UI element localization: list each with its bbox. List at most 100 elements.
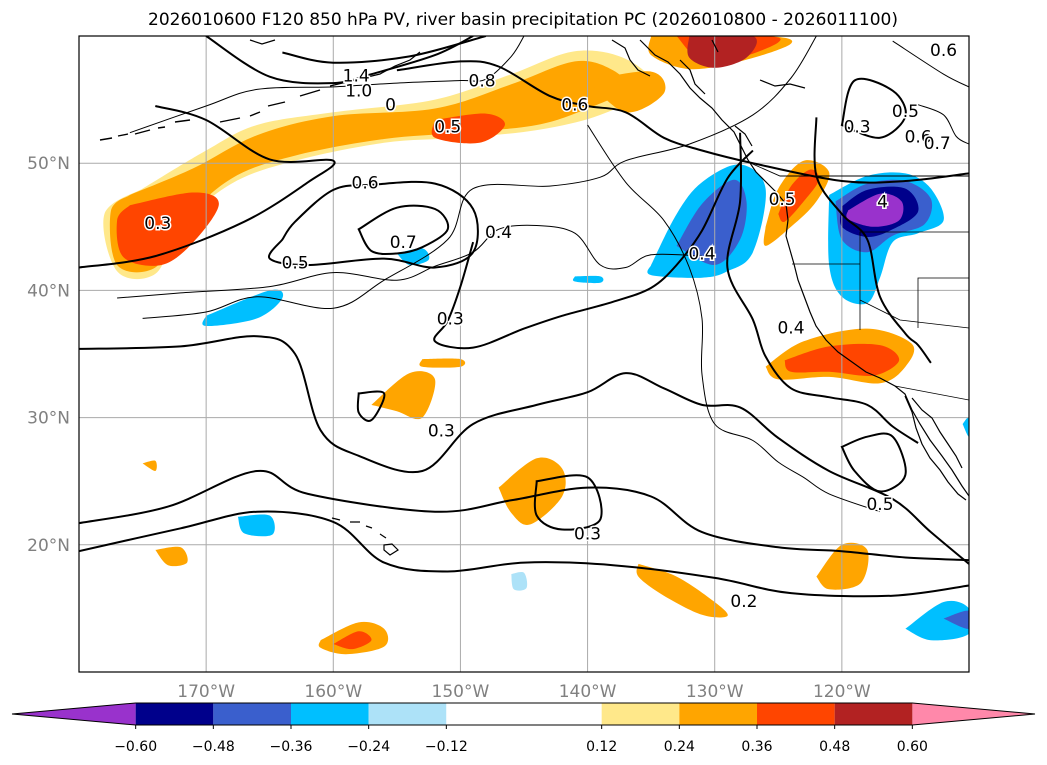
pv-contour-line	[117, 224, 703, 299]
pv-contour-label: 0.3	[144, 214, 171, 234]
pv-contour-label: 0	[385, 96, 396, 116]
map-frame	[78, 35, 970, 673]
colorbar-segment	[135, 703, 214, 725]
pv-contour-labels: 0.30.60.70.50.40.30.30.30.60.50.81.01.40…	[143, 39, 959, 613]
lat-tick-label: 50°N	[27, 154, 70, 174]
pv-contour-label: 0.6	[905, 127, 932, 147]
pv-contour-label: 0.6	[930, 41, 957, 61]
pv-contour-label: 0.3	[428, 421, 455, 441]
pv-contour-label: 0.3	[574, 524, 601, 544]
border-states	[792, 231, 969, 401]
pv-contour-label: 1.0	[345, 82, 372, 102]
lon-tick-label: 120°W	[813, 682, 871, 702]
pv-contour-label: 0.2	[730, 592, 757, 612]
precip-fill-region	[587, 71, 666, 113]
border-canada-us	[747, 161, 969, 177]
colorbar-segment	[757, 703, 835, 725]
colorbar-tick-label: 0.36	[741, 739, 772, 755]
colorbar-segment	[446, 703, 602, 725]
pv-contour-line	[142, 36, 817, 319]
pv-contour-line	[813, 117, 932, 364]
colorbar-tick-label: −0.36	[270, 739, 313, 755]
pv-contour-line	[433, 149, 754, 350]
pv-contour-line	[79, 510, 969, 598]
pv-contour-label: 0.4	[688, 245, 715, 265]
lon-tick-label: 150°W	[432, 682, 490, 702]
precip-fill-region	[636, 563, 728, 618]
colorbar-tick-label: 0.12	[586, 739, 617, 755]
lon-tick-label: 170°W	[177, 682, 235, 702]
pv-contour-line	[840, 77, 907, 139]
colorbar-tick-label: 0.60	[897, 739, 928, 755]
pv-contour-label: 0.3	[844, 117, 871, 137]
precip-fill-region	[572, 275, 604, 284]
lat-tick-label: 40°N	[27, 281, 70, 301]
pv-contour-line	[205, 36, 474, 85]
pv-contour-label: 0.4	[777, 318, 804, 338]
pv-contour-line	[917, 104, 969, 145]
pv-contour-label: 0.6	[352, 173, 379, 193]
precip-fill-region	[816, 542, 869, 590]
map-plot-area: 0.30.60.70.50.40.30.30.30.60.50.81.01.40…	[78, 35, 970, 673]
precip-fill-region	[116, 192, 219, 266]
precip-fill-region	[846, 193, 904, 227]
pv-contour-label: 0.5	[434, 117, 461, 137]
precip-fill-region	[498, 457, 566, 525]
coastline-baja	[904, 395, 967, 501]
pv-contour-label: 0.4	[485, 223, 512, 243]
colorbar-tick-label: −0.60	[114, 739, 157, 755]
colorbar-extend-high	[912, 703, 1035, 725]
pv-contour-label: 0.6	[561, 96, 588, 116]
precip-fill-region	[419, 358, 466, 368]
colorbar-tick-label: 0.48	[819, 739, 850, 755]
precip-fill-region	[333, 631, 372, 650]
pv-contour-line	[840, 432, 907, 493]
precip-fill-region	[142, 460, 157, 472]
colorbar-segment	[291, 703, 369, 725]
colorbar-tick-label: −0.12	[425, 739, 468, 755]
colorbar-tick-label: −0.24	[347, 739, 390, 755]
pv-contours	[79, 36, 969, 598]
pv-contour-label: 0.3	[437, 309, 464, 329]
precip-fill-region	[905, 600, 969, 641]
longitude-tick-labels: 170°W 160°W 150°W 140°W 130°W 120°W	[177, 682, 871, 702]
colorbar-segment	[679, 703, 757, 725]
lon-tick-label: 140°W	[559, 682, 617, 702]
pv-contour-line	[129, 36, 525, 134]
pv-contour-label: 1.4	[343, 66, 370, 86]
pv-contour-line	[357, 204, 450, 256]
colorbar-tick-label: −0.48	[192, 739, 235, 755]
pv-contour-line	[79, 335, 969, 565]
pv-contour-label: 4	[877, 192, 888, 212]
colorbar-segment	[834, 703, 913, 725]
precip-fill-region	[687, 36, 757, 68]
colorbar-tick-label: 0.24	[664, 739, 695, 755]
pv-contour-line	[892, 40, 969, 88]
lat-tick-label: 20°N	[27, 536, 70, 556]
pv-contour-line	[79, 105, 336, 269]
pv-contour-line	[726, 132, 919, 444]
colorbar-segment	[368, 703, 447, 725]
precip-fill-region	[511, 571, 528, 591]
lon-tick-label: 130°W	[686, 682, 744, 702]
pv-contour-label: 0.7	[924, 134, 951, 154]
pv-contour-label: 0.5	[866, 495, 893, 515]
precip-fill-region	[155, 546, 188, 567]
precip-fill-region	[778, 169, 820, 223]
aleutian-islands	[99, 89, 321, 141]
colorbar: −0.60 −0.48 −0.36 −0.24 −0.12 0.12 0.24 0.36 0.4…	[11, 702, 1036, 755]
colorbar-segment	[213, 703, 291, 725]
pv-contour-label: 0.5	[282, 253, 309, 273]
colorbar-segment	[601, 703, 680, 725]
precip-fill-region	[943, 610, 969, 629]
lon-tick-label: 160°W	[304, 682, 362, 702]
colorbar-extend-low	[12, 703, 136, 725]
pv-contour-label: 0.7	[390, 233, 417, 253]
pv-contour-line	[79, 469, 969, 562]
pv-contour-label: 0.5	[892, 102, 919, 122]
pv-contour-label: 0.8	[469, 72, 496, 92]
pv-contour-line	[396, 60, 969, 184]
precip-fill-region	[109, 60, 627, 273]
precip-fill-region	[962, 417, 969, 437]
latitude-tick-labels: 20°N 30°N 40°N 50°N	[27, 154, 70, 556]
